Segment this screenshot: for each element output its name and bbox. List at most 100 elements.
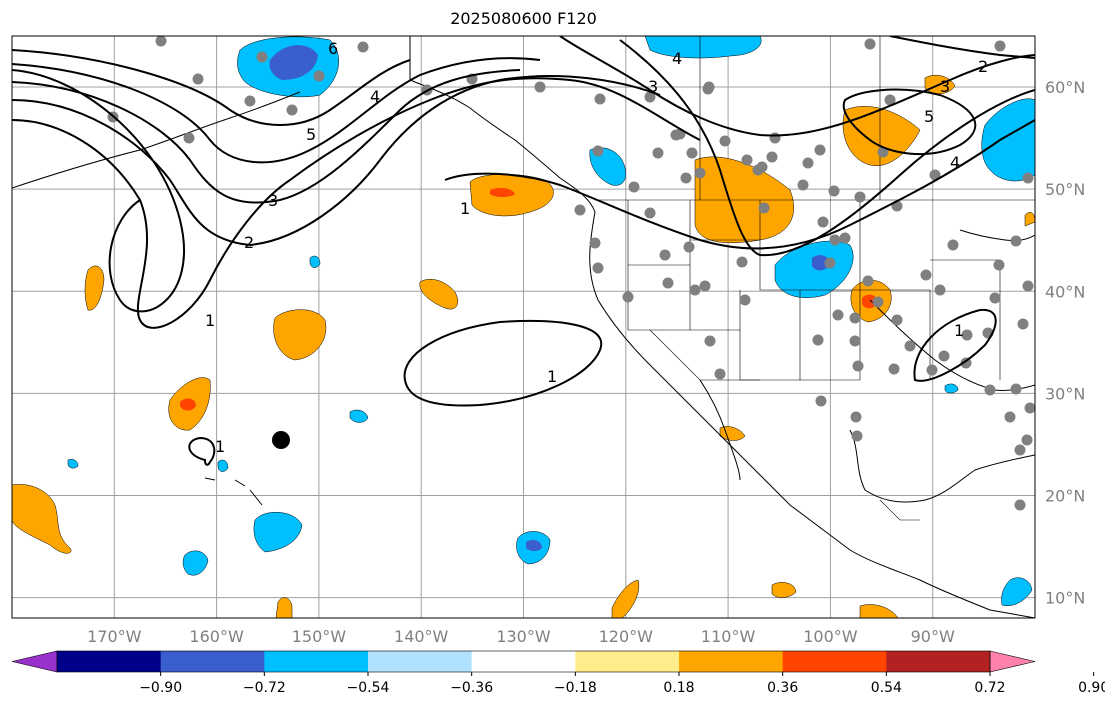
contour-label: 4 [370,87,380,106]
station-dot [155,36,167,47]
contour-lines [12,36,1035,466]
contour-label: 5 [306,125,316,144]
contour-label: 4 [672,49,682,68]
colorbar-tick-label: 0.54 [871,680,902,696]
station-dot [719,135,731,147]
station-dot [929,169,941,181]
station-dot [286,104,298,116]
station-dot [938,350,950,362]
station-dot [766,151,778,163]
colorbar-tick-label: 0.18 [663,680,694,696]
station-dot [802,157,814,169]
station-dot [741,154,753,166]
colorbar-segment [782,651,887,672]
station-dot [817,216,829,228]
station-dot [1010,235,1022,247]
longitude-tick-label: 120°W [599,627,654,646]
station-dot [644,207,656,219]
anomaly-shading [12,36,1035,618]
contour-label: 4 [950,153,960,172]
station-dot [850,411,862,423]
colorbar-tick-label: −0.18 [554,680,597,696]
station-dot [904,340,916,352]
station-dot [852,360,864,372]
station-dot [849,335,861,347]
station-dot [769,132,781,144]
station-dot [1022,172,1034,184]
station-dot [680,172,692,184]
station-dot [689,284,701,296]
colorbar-segment [575,651,680,672]
colorbar-extend-min [11,650,58,673]
longitude-tick-label: 110°W [701,627,756,646]
station-dots [107,36,1035,511]
longitude-tick-label: 150°W [292,627,347,646]
contour-labels: 1 2 3 4 5 6 1 1 1 1 2 3 4 5 3 4 [205,39,988,456]
station-dot [758,202,770,214]
station-dot [815,395,827,407]
station-dot [1014,499,1026,511]
longitude-tick-label: 130°W [496,627,551,646]
contour-label: 1 [215,437,225,456]
station-dot [736,256,748,268]
station-dot [849,312,861,324]
station-dot [1024,402,1035,414]
colorbar-segment [886,651,991,672]
station-dot [659,249,671,261]
station-dot [888,363,900,375]
map-frame [11,35,1036,619]
colorbar-tick-label: −0.36 [450,680,493,696]
station-dot [652,147,664,159]
station-dot [622,291,634,303]
contour-label: 1 [205,311,215,330]
longitude-labels: 170°W 160°W 150°W 140°W 130°W 120°W 110°W 100°W… [87,627,955,646]
station-dot [1017,318,1029,330]
colorbar-tick-label: 0.72 [974,680,1005,696]
station-dot [686,147,698,159]
contour-label: 2 [244,233,254,252]
contour-label: 1 [547,367,557,386]
colorbar-tick-label: −0.54 [347,680,390,696]
station-dot [589,237,601,249]
latitude-tick-label: 40°N [1045,282,1085,301]
station-dot [628,181,640,193]
station-dot [704,335,716,347]
latitude-tick-label: 10°N [1045,589,1085,608]
station-dot [592,145,604,157]
station-dot [714,368,726,380]
station-dot [989,292,1001,304]
station-dot [1014,444,1026,456]
station-dot [839,232,851,244]
longitude-tick-label: 160°W [189,627,244,646]
station-dot [832,309,844,321]
station-dot [683,241,695,253]
colorbar-segment [471,651,576,672]
colorbar-outline [56,650,991,673]
station-dot [851,430,863,442]
latitude-tick-label: 20°N [1045,486,1085,505]
colorbar-extend-max [989,650,1036,673]
station-dot [662,277,674,289]
station-dot [592,262,604,274]
station-dot [644,91,656,103]
station-dot [244,95,256,107]
station-dot [183,132,195,144]
station-dot [814,144,826,156]
contour-label: 1 [954,321,964,340]
marker-dot [272,431,290,449]
station-dot [703,81,715,93]
station-dot [694,167,706,179]
contour-label: 1 [460,199,470,218]
longitude-tick-label: 140°W [394,627,449,646]
station-dot [884,94,896,106]
station-dot [984,384,996,396]
station-dot [920,269,932,281]
station-dot [594,93,606,105]
latitude-tick-label: 50°N [1045,180,1085,199]
station-dot [357,41,369,53]
station-dot [872,296,884,308]
longitude-tick-label: 170°W [87,627,142,646]
station-dot [1022,280,1034,292]
contour-label: 3 [940,77,950,96]
